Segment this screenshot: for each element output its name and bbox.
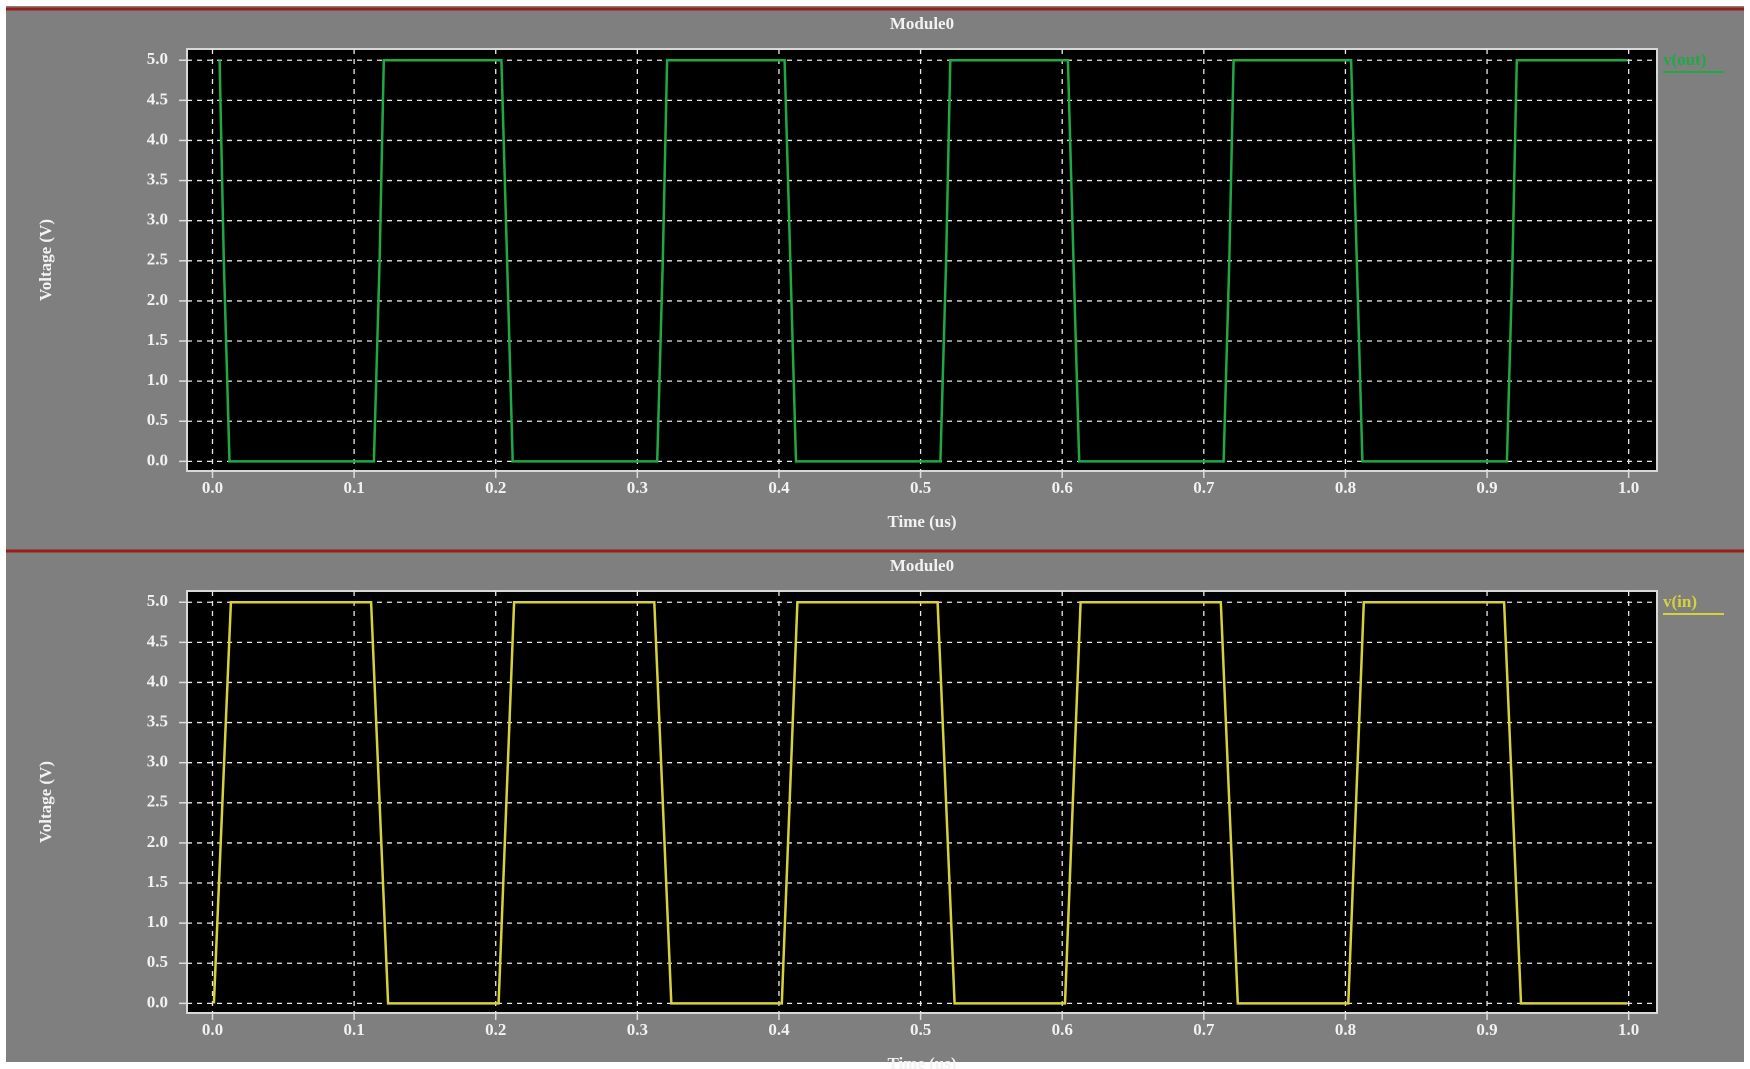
x-tick-label: 0.4 xyxy=(768,478,790,497)
y-tick-label: 5.0 xyxy=(147,49,168,68)
x-tick-label: 0.2 xyxy=(485,478,506,497)
y-tick-label: 1.5 xyxy=(147,330,168,349)
x-tick-label: 0.2 xyxy=(485,1020,506,1039)
y-axis-label: Voltage (V) xyxy=(36,761,55,843)
x-tick-label: 0.5 xyxy=(910,1020,931,1039)
y-tick-label: 2.0 xyxy=(147,832,168,851)
y-tick-label: 2.5 xyxy=(147,792,168,811)
y-tick-label: 3.5 xyxy=(147,711,168,730)
y-tick-label: 0.0 xyxy=(147,450,168,469)
y-tick-label: 4.0 xyxy=(147,671,168,690)
x-tick-label: 0.8 xyxy=(1335,478,1356,497)
y-tick-label: 3.5 xyxy=(147,169,168,188)
x-tick-label: 0.4 xyxy=(768,1020,790,1039)
signal-line xyxy=(212,600,1628,1005)
y-tick-label: 0.0 xyxy=(147,992,168,1011)
x-tick-label: 1.0 xyxy=(1618,478,1639,497)
x-tick-label: 0.0 xyxy=(202,1020,223,1039)
y-axis-label: Voltage (V) xyxy=(36,219,55,301)
y-tick-label: 4.5 xyxy=(147,89,168,108)
chart-title: Module0 xyxy=(890,556,954,575)
x-tick-label: 0.7 xyxy=(1193,1020,1215,1039)
x-tick-label: 0.1 xyxy=(343,478,364,497)
x-tick-label: 0.9 xyxy=(1476,478,1497,497)
plot-area xyxy=(186,48,1658,472)
x-tick-label: 0.3 xyxy=(627,1020,648,1039)
y-tick-label: 5.0 xyxy=(147,591,168,610)
legend-entry: v(out) xyxy=(1663,50,1706,69)
y-tick-label: 0.5 xyxy=(147,410,168,429)
x-tick-label: 0.0 xyxy=(202,478,223,497)
y-tick-label: 3.0 xyxy=(147,752,168,771)
y-tick-label: 0.5 xyxy=(147,952,168,971)
x-tick-label: 0.1 xyxy=(343,1020,364,1039)
y-tick-label: 4.0 xyxy=(147,129,168,148)
y-tick-label: 1.0 xyxy=(147,912,168,931)
y-tick-label: 1.0 xyxy=(147,370,168,389)
x-tick-label: 1.0 xyxy=(1618,1020,1639,1039)
y-tick-label: 4.5 xyxy=(147,631,168,650)
x-tick-label: 0.8 xyxy=(1335,1020,1356,1039)
x-tick-label: 0.3 xyxy=(627,478,648,497)
chart-title: Module0 xyxy=(890,14,954,33)
y-tick-label: 1.5 xyxy=(147,872,168,891)
y-tick-label: 2.0 xyxy=(147,290,168,309)
y-tick-label: 3.0 xyxy=(147,210,168,229)
x-axis-label: Time (us) xyxy=(887,1054,956,1069)
x-tick-label: 0.9 xyxy=(1476,1020,1497,1039)
x-tick-label: 0.5 xyxy=(910,478,931,497)
x-tick-label: 0.7 xyxy=(1193,478,1215,497)
legend-entry: v(in) xyxy=(1663,592,1697,611)
x-axis-label: Time (us) xyxy=(887,512,956,531)
y-tick-label: 2.5 xyxy=(147,250,168,269)
x-tick-label: 0.6 xyxy=(1052,1020,1073,1039)
plot-area xyxy=(186,590,1658,1014)
x-tick-label: 0.6 xyxy=(1052,478,1073,497)
signal-line xyxy=(218,58,1628,463)
